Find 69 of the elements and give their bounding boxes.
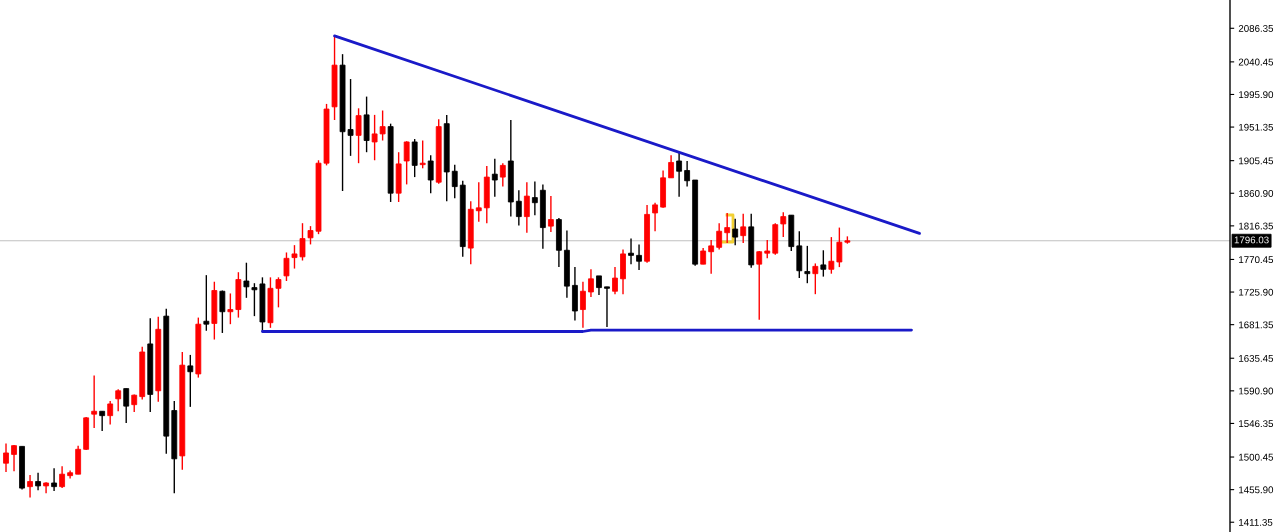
candlestick (732, 218, 739, 246)
candlestick (91, 374, 98, 429)
candlestick (836, 226, 843, 268)
candlestick (283, 251, 290, 282)
candlestick (636, 243, 642, 271)
candlestick (676, 151, 683, 198)
candlestick (515, 189, 522, 227)
candlestick (612, 266, 618, 295)
y-tick-label: 1500.45 (1239, 453, 1274, 461)
candlestick (756, 250, 763, 321)
y-tick-label: 1546.35 (1239, 420, 1274, 428)
candlestick (604, 286, 610, 328)
candlestick (51, 467, 57, 492)
candlestick (708, 239, 715, 275)
candlestick (187, 354, 194, 408)
candlestick (3, 442, 9, 473)
candlestick (123, 387, 130, 424)
candlestick (35, 472, 41, 491)
y-tick-label: 2040.45 (1238, 58, 1274, 66)
candlestick (724, 212, 731, 244)
candlestick (219, 289, 226, 334)
y-tick-label: 1725.90 (1239, 288, 1274, 296)
y-tick-label: 1681.35 (1239, 321, 1274, 329)
candlestick (451, 163, 458, 200)
y-tick-label: 1905.45 (1239, 157, 1274, 165)
y-tick-label: 1590.90 (1239, 387, 1274, 395)
candlestick (628, 237, 634, 265)
candlestick (499, 162, 506, 188)
candlestick (828, 236, 835, 275)
y-tick-label: 1635.45 (1239, 354, 1274, 362)
ref-line-label: 1796.03 (1234, 236, 1269, 244)
candlestick (355, 107, 362, 164)
candlestick (820, 249, 827, 278)
candlestick (523, 181, 530, 234)
y-tick-label: 2086.35 (1238, 25, 1274, 32)
candlestick (668, 154, 674, 179)
candlestick (203, 274, 210, 332)
candlestick (764, 239, 771, 260)
y-tick-label: 1455.90 (1239, 486, 1274, 494)
candlestick (99, 410, 106, 432)
candlestick (780, 211, 787, 238)
y-tick-label: 1951.35 (1239, 123, 1274, 131)
candlestick (531, 180, 538, 216)
candlestick (59, 465, 66, 489)
candlestick (27, 474, 33, 499)
y-tick-label: 1411.35 (1239, 518, 1273, 526)
candlestick (11, 444, 17, 472)
candlestick (684, 160, 691, 188)
candlestick (107, 400, 114, 426)
candlestick (716, 222, 723, 251)
candlestick (596, 275, 602, 296)
candlestick (804, 245, 811, 284)
candlestick (475, 181, 482, 223)
candlestick (403, 140, 410, 186)
candlestick (115, 388, 122, 412)
candlestick (652, 202, 658, 232)
candlestick (419, 139, 426, 170)
candlestick (588, 268, 594, 298)
candlestick (547, 195, 554, 233)
candlestick (491, 158, 498, 198)
candlestick (427, 154, 434, 194)
y-tick-label: 1860.90 (1239, 190, 1274, 197)
candlestick (740, 212, 747, 244)
y-tick-label: 1995.90 (1239, 91, 1274, 99)
y-tick-label: 1770.45 (1239, 256, 1274, 264)
y-tick-label: 1816.35 (1239, 222, 1274, 230)
candlestick (411, 138, 418, 178)
candlestick (580, 281, 586, 329)
candlestick (812, 262, 819, 295)
